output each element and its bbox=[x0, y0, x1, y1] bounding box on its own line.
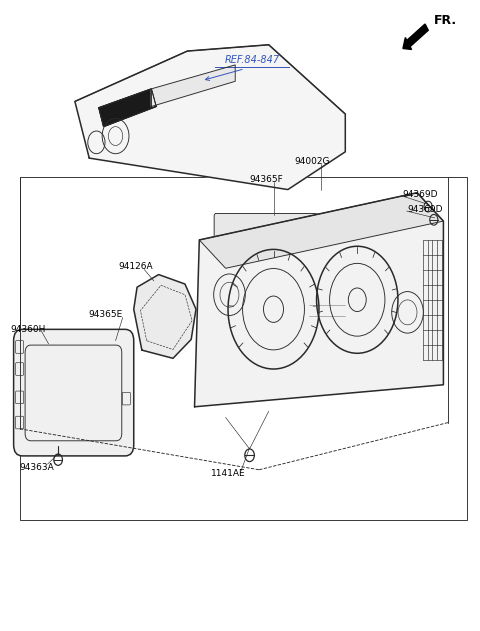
Polygon shape bbox=[134, 274, 196, 358]
FancyArrow shape bbox=[403, 24, 428, 49]
Text: 1141AE: 1141AE bbox=[211, 469, 246, 478]
Text: 94126A: 94126A bbox=[119, 262, 153, 271]
Bar bbox=[20, 177, 468, 520]
Polygon shape bbox=[75, 45, 345, 189]
Polygon shape bbox=[152, 65, 235, 107]
FancyBboxPatch shape bbox=[13, 329, 134, 456]
Text: 94002G: 94002G bbox=[294, 156, 330, 166]
FancyBboxPatch shape bbox=[284, 149, 318, 167]
Text: 94363A: 94363A bbox=[19, 463, 54, 473]
Text: REF.84-847: REF.84-847 bbox=[225, 55, 279, 65]
Text: 94365F: 94365F bbox=[250, 175, 283, 184]
Text: 94369D: 94369D bbox=[403, 190, 438, 199]
Polygon shape bbox=[194, 192, 444, 407]
FancyBboxPatch shape bbox=[304, 291, 351, 330]
Text: 94360H: 94360H bbox=[10, 325, 46, 334]
FancyBboxPatch shape bbox=[205, 52, 241, 70]
Polygon shape bbox=[199, 192, 444, 268]
FancyBboxPatch shape bbox=[214, 213, 400, 244]
Text: 94369D: 94369D bbox=[408, 205, 443, 215]
Text: 94365E: 94365E bbox=[88, 310, 122, 319]
FancyBboxPatch shape bbox=[167, 62, 198, 81]
Text: FR.: FR. bbox=[434, 15, 457, 27]
Polygon shape bbox=[99, 89, 156, 127]
FancyBboxPatch shape bbox=[282, 130, 316, 148]
